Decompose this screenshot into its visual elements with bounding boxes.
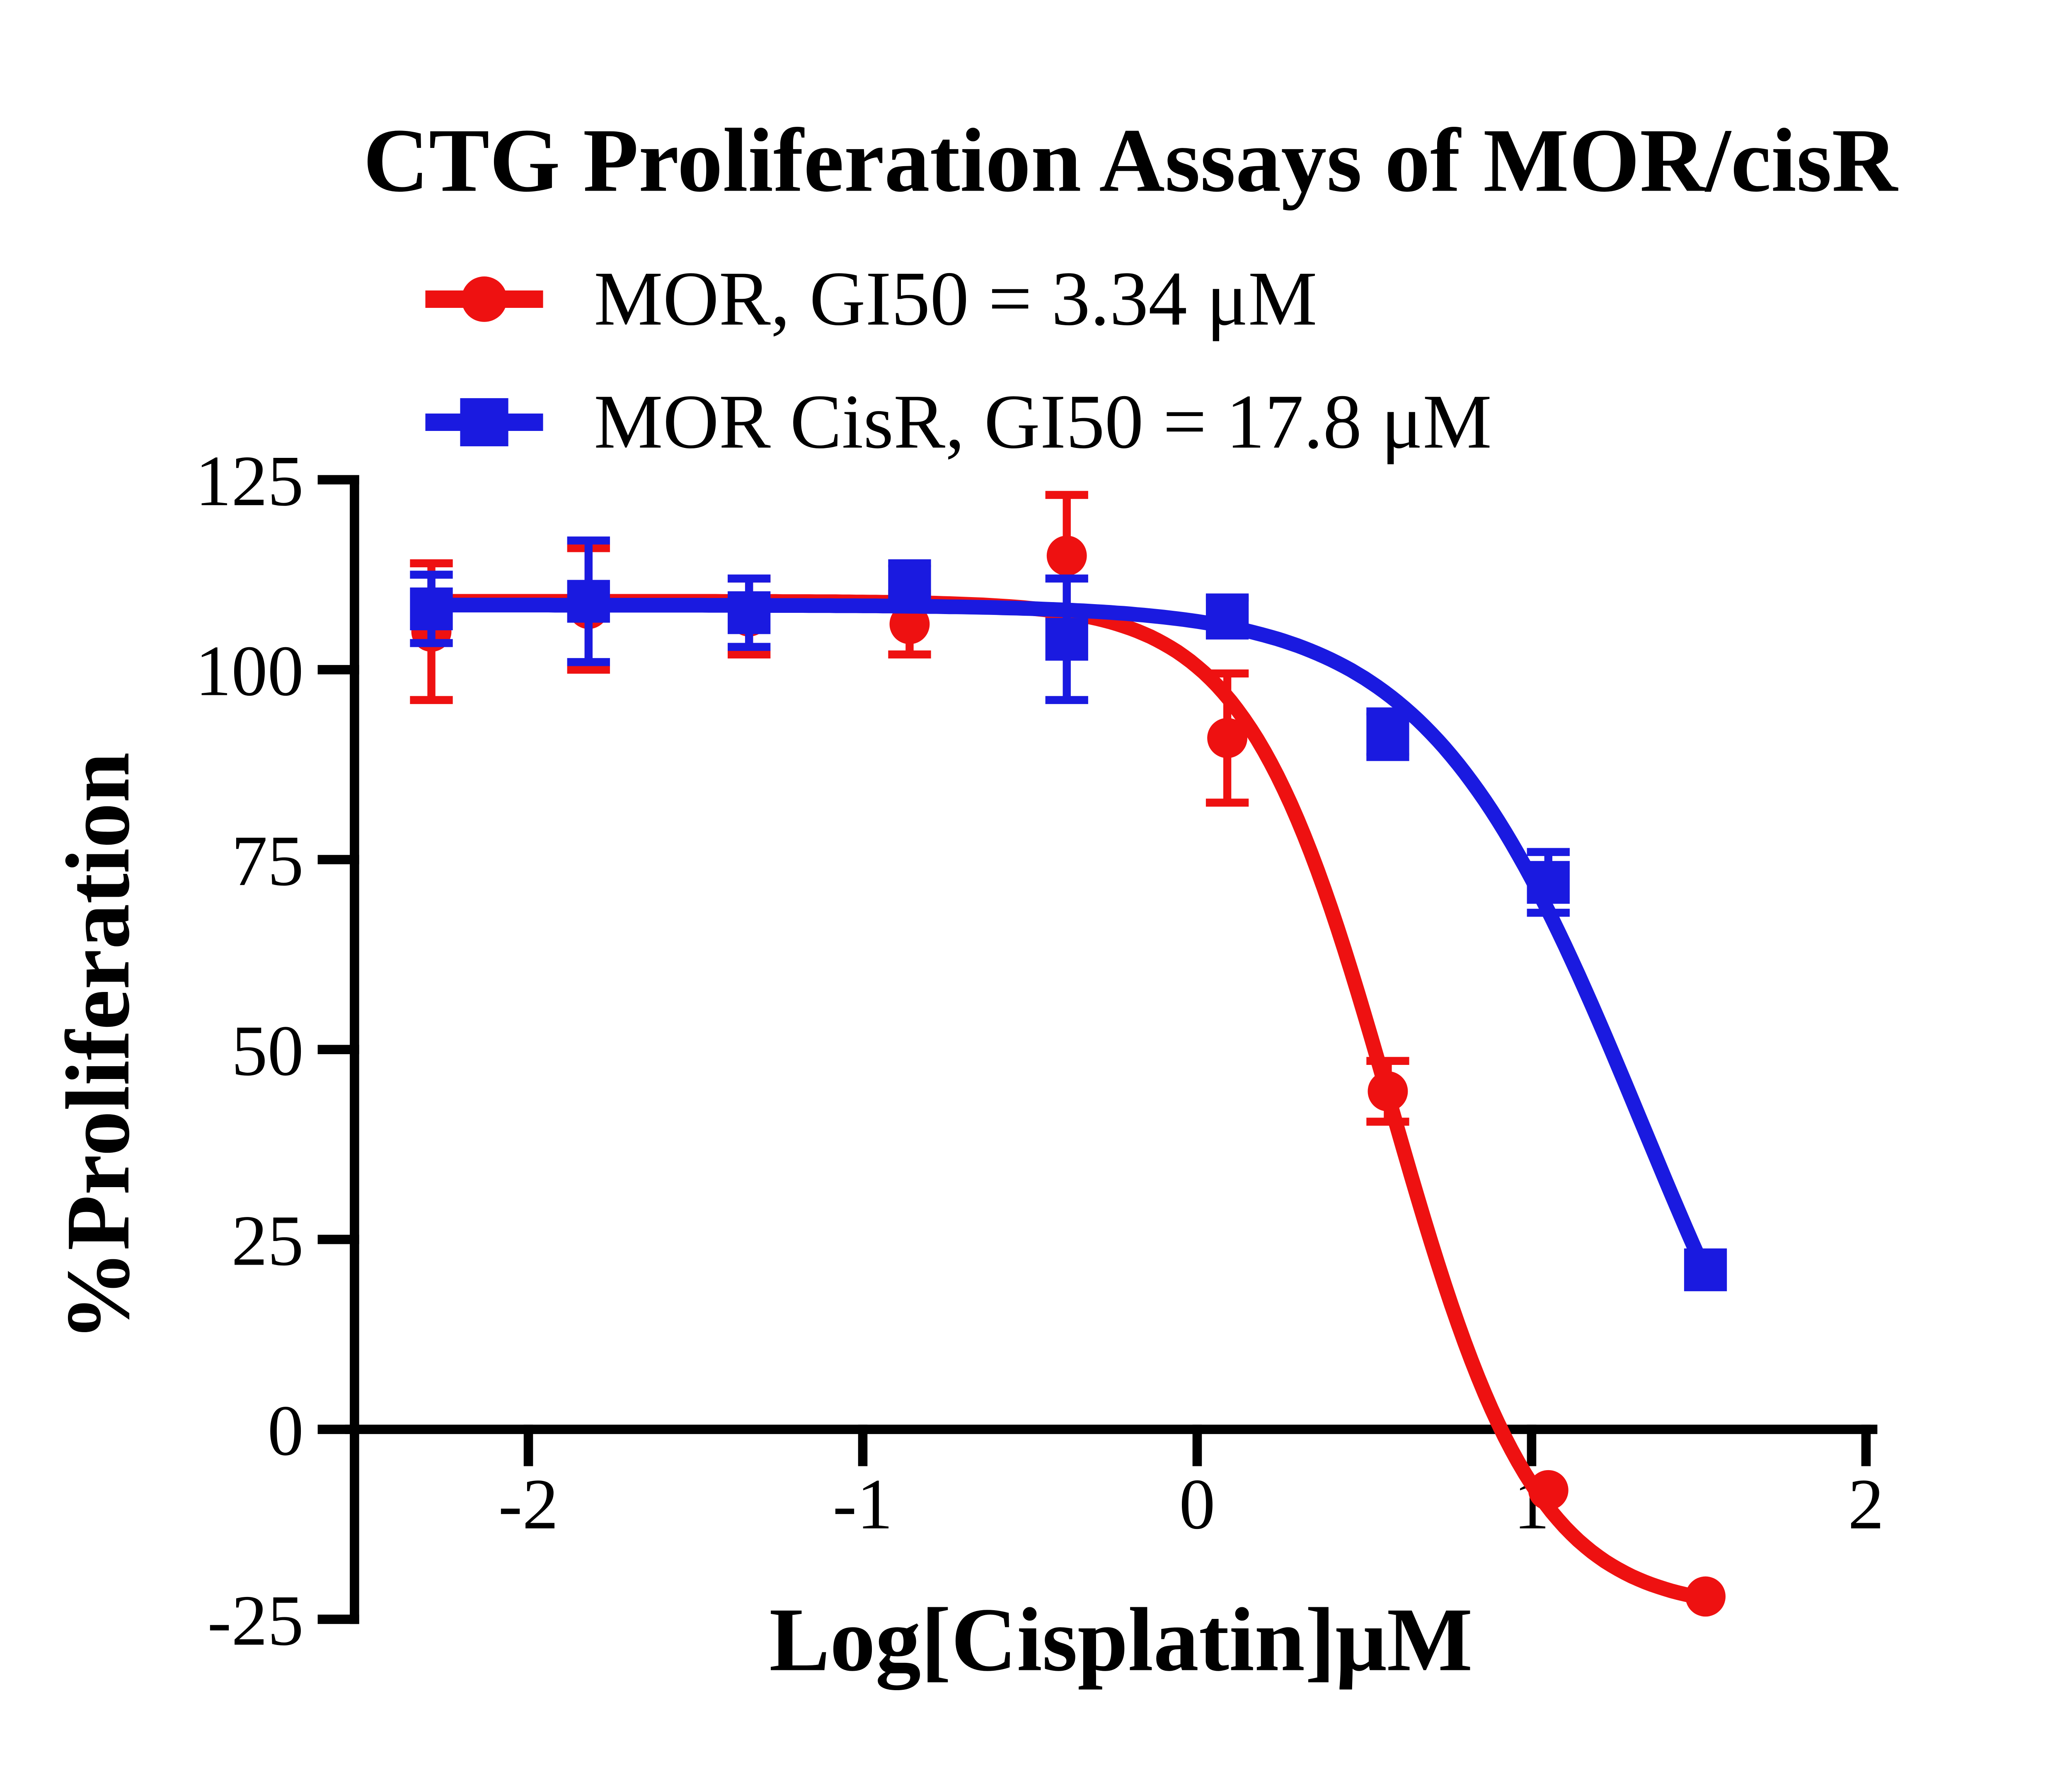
- legend-label: MOR CisR, GI50 = 17.8 μM: [594, 379, 1492, 464]
- data-point-circle: [889, 604, 930, 644]
- data-point-square: [1684, 1248, 1727, 1292]
- data-point-square: [567, 580, 610, 623]
- series-layer: [410, 491, 1727, 1617]
- y-tick-label: 75: [231, 821, 303, 901]
- x-tick-label: -1: [833, 1464, 893, 1544]
- data-point-square: [1527, 861, 1570, 904]
- data-point-square: [888, 564, 931, 608]
- data-point-circle: [1528, 1470, 1569, 1510]
- fit-curve: [421, 594, 1713, 1606]
- legend-label: MOR, GI50 = 3.34 μM: [594, 256, 1317, 341]
- data-point-square: [727, 591, 771, 634]
- x-tick-label: 2: [1848, 1464, 1884, 1544]
- data-point-square: [410, 587, 453, 631]
- series-mor-cisr: [410, 536, 1727, 1292]
- data-point-square: [1045, 618, 1088, 661]
- x-axis-label: Log[Cisplatin]μM: [769, 1589, 1472, 1691]
- fit-curve: [421, 598, 1713, 1280]
- x-tick-label: 0: [1179, 1464, 1215, 1544]
- y-tick-label: 100: [195, 631, 303, 711]
- legend-marker-square: [460, 398, 508, 447]
- y-axis-label: %Proliferation: [48, 752, 148, 1341]
- chart-title: CTG Proliferation Assays of MOR/cisR: [363, 110, 1898, 211]
- legend-marker-circle: [461, 276, 507, 322]
- data-point-square: [1205, 595, 1249, 638]
- y-tick-label: -25: [207, 1580, 303, 1660]
- x-tick-label: -2: [498, 1464, 558, 1544]
- y-tick-label: 0: [268, 1391, 304, 1471]
- y-tick-label: 50: [231, 1011, 303, 1091]
- legend: MOR, GI50 = 3.34 μM MOR CisR, GI50 = 17.8…: [425, 256, 1492, 464]
- data-point-circle: [1207, 718, 1248, 758]
- data-point-square: [1366, 713, 1409, 756]
- y-tick-label: 25: [231, 1201, 303, 1281]
- data-point-circle: [1368, 1071, 1408, 1112]
- data-point-circle: [1046, 535, 1087, 576]
- y-tick-label: 125: [195, 441, 303, 521]
- data-point-circle: [1685, 1576, 1726, 1617]
